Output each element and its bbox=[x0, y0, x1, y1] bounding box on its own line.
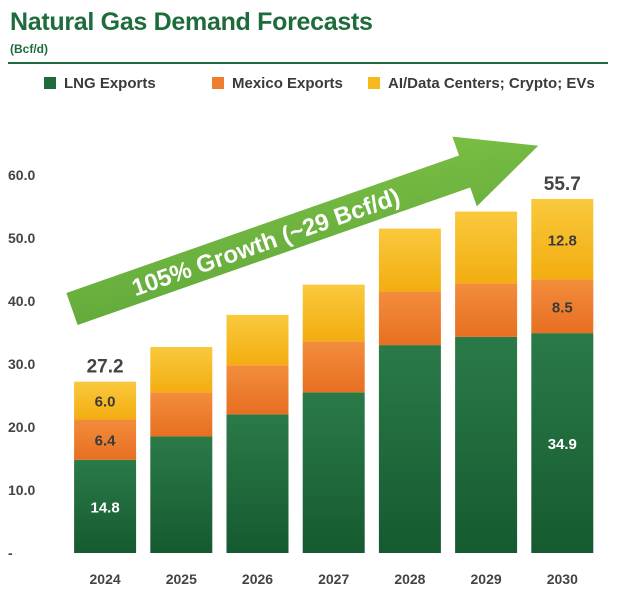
bar-segment-2024-1 bbox=[74, 419, 137, 460]
total-label-2030: 55.7 bbox=[544, 174, 581, 195]
data-labels: 14.8 6.4 6.0 27.2 34.9 8.5 12.8 55.7 bbox=[87, 174, 581, 516]
x-tick-label: 2024 bbox=[90, 571, 121, 587]
bar-segment-2029-2 bbox=[455, 211, 518, 284]
bar-segment-2027-2 bbox=[302, 284, 365, 342]
bar-segment-2030-0 bbox=[531, 333, 594, 553]
bar-segment-2028-1 bbox=[378, 291, 441, 346]
y-tick-label: 50.0 bbox=[8, 230, 35, 246]
bar-segment-2028-2 bbox=[378, 228, 441, 292]
data-label-2030-0: 34.9 bbox=[548, 436, 577, 453]
bar-segment-2030-2 bbox=[531, 198, 594, 280]
bar-segment-2029-0 bbox=[455, 336, 518, 553]
x-tick-label: 2027 bbox=[318, 571, 349, 587]
data-label-2030-2: 12.8 bbox=[548, 232, 577, 249]
legend-swatch-2 bbox=[368, 77, 380, 89]
legend: LNG Exports Mexico Exports AI/Data Centers… bbox=[44, 75, 595, 92]
x-tick-label: 2028 bbox=[394, 571, 425, 587]
x-tick-label: 2026 bbox=[242, 571, 273, 587]
y-tick-label: 20.0 bbox=[8, 419, 35, 435]
y-tick-label: 40.0 bbox=[8, 293, 35, 309]
y-tick-label: - bbox=[8, 545, 13, 561]
chart-subtitle: (Bcf/d) bbox=[10, 42, 48, 56]
legend-label-1: Mexico Exports bbox=[232, 75, 343, 92]
bar-segment-2025-0 bbox=[150, 436, 213, 553]
bar-segment-2024-0 bbox=[74, 459, 137, 553]
bar-segment-2025-2 bbox=[150, 346, 213, 393]
bar-segment-2026-0 bbox=[226, 414, 289, 553]
title-divider bbox=[8, 62, 608, 64]
x-tick-label: 2025 bbox=[166, 571, 197, 587]
y-tick-label: 60.0 bbox=[8, 167, 35, 183]
legend-label-0: LNG Exports bbox=[64, 75, 156, 92]
legend-swatch-1 bbox=[212, 77, 224, 89]
x-tick-label: 2030 bbox=[547, 571, 578, 587]
legend-swatch-0 bbox=[44, 77, 56, 89]
legend-label-2: AI/Data Centers; Crypto; EVs bbox=[388, 75, 595, 92]
total-label-2024: 27.2 bbox=[87, 357, 124, 378]
bar-segment-2029-1 bbox=[455, 283, 518, 337]
chart-title: Natural Gas Demand Forecasts bbox=[10, 8, 373, 36]
x-tick-label: 2029 bbox=[471, 571, 502, 587]
bar-segment-2030-1 bbox=[531, 279, 594, 334]
bar-segment-2027-1 bbox=[302, 341, 365, 393]
y-tick-label: 10.0 bbox=[8, 482, 35, 498]
x-axis: 2024 2025 2026 2027 2028 2029 2030 bbox=[90, 571, 579, 587]
growth-annotation: 105% Growth (~29 Bcf/d) bbox=[128, 183, 403, 302]
bar-segment-2024-2 bbox=[74, 381, 137, 420]
growth-arrow-shape bbox=[66, 136, 539, 326]
bar-segment-2027-0 bbox=[302, 392, 365, 553]
y-tick-label: 30.0 bbox=[8, 356, 35, 372]
data-label-2030-1: 8.5 bbox=[552, 299, 573, 316]
bars bbox=[74, 198, 594, 553]
data-label-2024-0: 14.8 bbox=[90, 499, 119, 516]
bar-segment-2026-2 bbox=[226, 314, 289, 366]
bar-segment-2028-0 bbox=[378, 345, 441, 553]
bar-segment-2026-1 bbox=[226, 365, 289, 415]
y-axis: - 10.0 20.0 30.0 40.0 50.0 60.0 bbox=[8, 167, 35, 561]
data-label-2024-1: 6.4 bbox=[95, 433, 117, 450]
bar-segment-2025-1 bbox=[150, 392, 213, 437]
data-label-2024-2: 6.0 bbox=[95, 394, 116, 411]
